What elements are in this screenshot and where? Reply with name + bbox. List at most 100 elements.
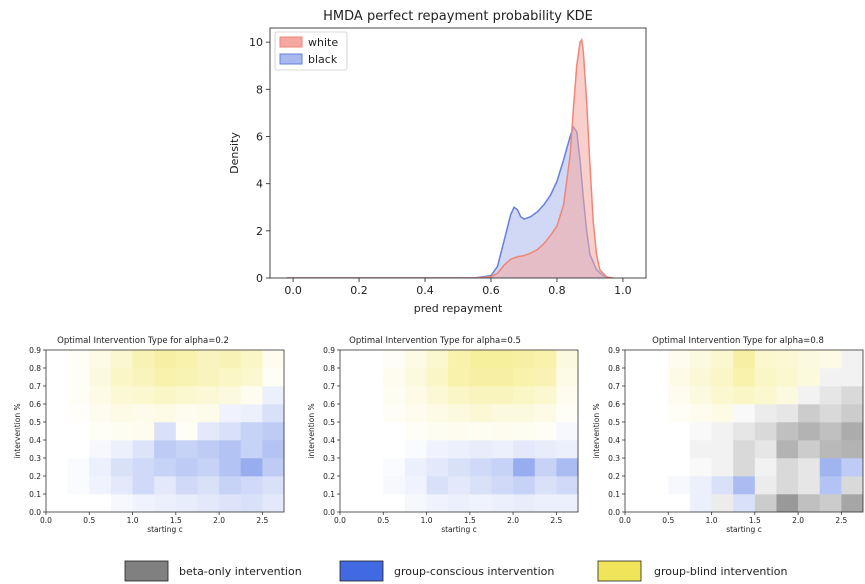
heatmap-cell [491,476,514,495]
heatmap-cell [646,350,669,369]
heatmap-cell [262,494,285,513]
heatmap-cell [262,386,285,405]
heatmap-cell [733,350,756,369]
legend-label-group-blind: group-blind intervention [654,565,787,578]
heatmap-y-tick-label: 0.0 [29,508,41,517]
heatmap-cell [556,476,579,495]
heatmap-cell [361,458,384,477]
heatmap-cell [383,458,406,477]
heatmap-cell [383,422,406,441]
heatmap-cell [89,386,112,405]
heatmap-cell [197,476,220,495]
heatmap-y-tick-label: 0.8 [608,364,620,373]
heatmap-x-tick-label: 0.5 [377,516,389,525]
heatmap-cell [175,494,198,513]
heatmap-cell [448,476,471,495]
heatmap-cell [733,386,756,405]
heatmap-y-tick-label: 0.3 [29,454,41,463]
heatmap-alpha-0-2: Optimal Intervention Type for alpha=0.2 … [13,336,285,534]
heatmap-cell [469,350,492,369]
heatmap-cell [668,494,691,513]
heatmap-x-tick-label: 2.0 [507,516,519,525]
heatmap-cell [110,404,133,423]
heatmap-cell [383,350,406,369]
kde-line-white [286,37,614,278]
heatmap-cell [46,422,68,441]
heatmap-cell [448,350,471,369]
heatmap-cell [819,440,842,459]
heatmap-cell [426,350,449,369]
heatmap-x-tick-label: 0.0 [40,516,52,525]
heatmap-cell [776,368,799,387]
heatmap-cell [197,386,220,405]
heatmap-cell [340,386,362,405]
heatmap-cell [240,386,263,405]
heatmap-cell [404,386,427,405]
heatmap-cell [448,368,471,387]
heatmap-y-tick-label: 0.1 [608,490,620,499]
heatmap-cell [175,350,198,369]
heatmap-y-ticks: 0.0 0.1 0.2 0.3 0.4 0.5 0.6 0.7 0.8 0.9 [29,346,46,517]
heatmap-cell [110,368,133,387]
heatmap-cell [132,458,155,477]
heatmap-x-tick-label: 0.5 [83,516,95,525]
heatmap-cell [383,368,406,387]
heatmap-cell [776,350,799,369]
heatmap-cell [798,422,821,441]
heatmap-cell [513,476,536,495]
heatmap-y-tick-label: 0.5 [29,418,41,427]
heatmap-cell [754,350,777,369]
heatmap-cell [689,458,712,477]
heatmap-cell [361,476,384,495]
heatmap-cell [383,440,406,459]
heatmap-cell [262,404,285,423]
heatmap-y-tick-label: 0.7 [608,382,620,391]
heatmap-cell [240,458,263,477]
heatmap-cell [404,458,427,477]
heatmap-cell [689,404,712,423]
kde-x-label: pred repayment [414,302,503,315]
heatmap-cell [175,422,198,441]
heatmap-title: Optimal Intervention Type for alpha=0.8 [652,336,824,346]
heatmap-cell [689,368,712,387]
heatmap-cell [219,440,242,459]
heatmap-cell [625,458,647,477]
heatmap-cell [383,386,406,405]
heatmap-cells [625,350,864,513]
heatmap-x-tick-label: 2.5 [256,516,268,525]
kde-legend-swatch-white [279,36,303,48]
kde-x-tick-label: 0.8 [548,284,566,297]
heatmap-y-tick-label: 0.9 [29,346,41,355]
heatmap-cell [240,368,263,387]
heatmap-cell [448,386,471,405]
heatmap-cell [361,350,384,369]
heatmap-cell [89,476,112,495]
heatmap-cell [469,494,492,513]
heatmap-cell [733,422,756,441]
heatmap-cell [67,368,90,387]
heatmap-y-tick-label: 0.3 [323,454,335,463]
heatmap-cell [262,368,285,387]
kde-x-tick-label: 0.2 [350,284,368,297]
heatmap-cell [711,440,734,459]
heatmap-cell [154,476,177,495]
heatmap-cell [448,404,471,423]
kde-y-tick-label: 6 [256,130,263,143]
heatmap-cell [711,422,734,441]
heatmap-cell [754,386,777,405]
kde-y-label: Density [228,132,241,174]
heatmap-cell [46,458,68,477]
heatmap-cell [513,386,536,405]
heatmap-cell [404,404,427,423]
heatmap-cell [798,386,821,405]
heatmap-cell [404,368,427,387]
heatmap-x-tick-label: 2.0 [792,516,804,525]
heatmap-y-tick-label: 0.5 [608,418,620,427]
heatmap-cell [426,386,449,405]
kde-y-tick-label: 4 [256,178,263,191]
heatmap-cell [798,404,821,423]
heatmap-cell [154,440,177,459]
legend-swatch-group-blind [597,560,642,582]
heatmap-cell [340,458,362,477]
heatmap-x-tick-label: 1.5 [749,516,761,525]
